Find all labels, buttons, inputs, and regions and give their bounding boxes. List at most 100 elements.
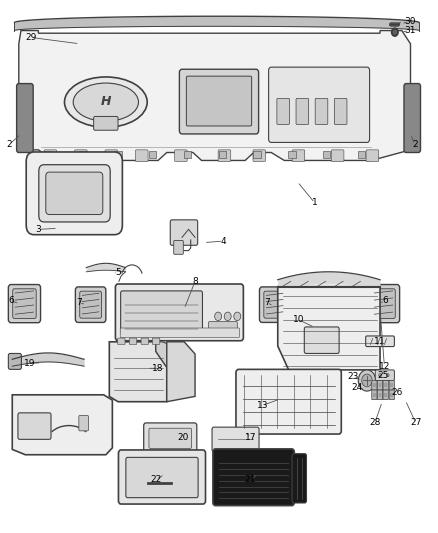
FancyBboxPatch shape	[264, 291, 286, 318]
FancyBboxPatch shape	[268, 67, 370, 142]
FancyBboxPatch shape	[366, 336, 394, 346]
FancyBboxPatch shape	[292, 150, 305, 161]
FancyBboxPatch shape	[120, 291, 202, 334]
FancyBboxPatch shape	[180, 69, 258, 134]
Circle shape	[358, 370, 376, 391]
Text: 31: 31	[404, 26, 415, 35]
FancyBboxPatch shape	[315, 99, 328, 124]
FancyBboxPatch shape	[277, 99, 290, 124]
FancyBboxPatch shape	[114, 151, 121, 158]
Text: 17: 17	[244, 433, 256, 442]
FancyBboxPatch shape	[323, 151, 330, 158]
FancyBboxPatch shape	[372, 390, 377, 400]
Text: 7: 7	[76, 298, 82, 307]
FancyBboxPatch shape	[118, 450, 205, 504]
FancyBboxPatch shape	[296, 99, 309, 124]
Text: 10: 10	[293, 315, 304, 324]
FancyBboxPatch shape	[149, 428, 191, 448]
Polygon shape	[19, 30, 410, 160]
FancyBboxPatch shape	[120, 328, 240, 337]
FancyBboxPatch shape	[213, 449, 294, 506]
FancyBboxPatch shape	[236, 369, 341, 434]
FancyBboxPatch shape	[358, 151, 365, 158]
FancyBboxPatch shape	[46, 172, 103, 215]
Text: 6: 6	[8, 296, 14, 305]
FancyBboxPatch shape	[117, 338, 125, 344]
FancyBboxPatch shape	[218, 150, 231, 161]
Text: 30: 30	[404, 17, 415, 26]
FancyBboxPatch shape	[184, 151, 191, 158]
Circle shape	[362, 374, 372, 387]
FancyBboxPatch shape	[18, 413, 51, 439]
Text: 19: 19	[24, 359, 35, 367]
Text: 26: 26	[391, 388, 402, 397]
Polygon shape	[156, 342, 173, 367]
FancyBboxPatch shape	[129, 338, 137, 344]
Text: 11: 11	[374, 337, 386, 346]
Text: 25: 25	[378, 370, 389, 379]
FancyBboxPatch shape	[375, 370, 394, 381]
Text: H: H	[101, 94, 111, 108]
FancyBboxPatch shape	[17, 84, 33, 152]
FancyBboxPatch shape	[208, 321, 237, 333]
FancyBboxPatch shape	[94, 116, 118, 130]
Text: 23: 23	[347, 372, 359, 381]
FancyBboxPatch shape	[39, 165, 110, 222]
FancyBboxPatch shape	[26, 152, 122, 235]
FancyBboxPatch shape	[372, 381, 377, 390]
Text: 21: 21	[245, 475, 256, 484]
Text: 4: 4	[221, 237, 226, 246]
Text: 13: 13	[257, 401, 268, 410]
FancyBboxPatch shape	[219, 151, 226, 158]
FancyBboxPatch shape	[259, 287, 290, 322]
FancyBboxPatch shape	[288, 151, 296, 158]
Text: 7: 7	[264, 298, 270, 307]
FancyBboxPatch shape	[144, 423, 197, 454]
Circle shape	[215, 312, 222, 320]
FancyBboxPatch shape	[404, 84, 420, 152]
FancyBboxPatch shape	[116, 284, 244, 341]
FancyBboxPatch shape	[366, 150, 379, 161]
Text: 8: 8	[192, 277, 198, 286]
FancyBboxPatch shape	[79, 416, 88, 431]
Circle shape	[393, 30, 396, 34]
FancyBboxPatch shape	[367, 285, 399, 322]
FancyBboxPatch shape	[389, 381, 394, 390]
FancyBboxPatch shape	[170, 220, 198, 245]
Polygon shape	[19, 86, 31, 150]
Polygon shape	[12, 395, 113, 455]
FancyBboxPatch shape	[383, 390, 389, 400]
Text: 28: 28	[369, 418, 381, 427]
Circle shape	[379, 374, 381, 377]
FancyBboxPatch shape	[389, 390, 394, 400]
FancyBboxPatch shape	[253, 150, 265, 161]
FancyBboxPatch shape	[45, 151, 52, 158]
FancyBboxPatch shape	[383, 381, 389, 390]
Circle shape	[391, 28, 398, 36]
Ellipse shape	[73, 83, 138, 121]
FancyBboxPatch shape	[334, 99, 347, 124]
Circle shape	[224, 312, 231, 320]
Circle shape	[234, 312, 241, 320]
Ellipse shape	[64, 77, 147, 127]
Text: 1: 1	[312, 198, 318, 207]
Text: 24: 24	[352, 383, 363, 392]
Text: 29: 29	[25, 33, 37, 42]
FancyBboxPatch shape	[331, 150, 344, 161]
Text: 27: 27	[410, 418, 421, 427]
FancyBboxPatch shape	[141, 338, 148, 344]
Text: 5: 5	[115, 268, 121, 277]
FancyBboxPatch shape	[378, 390, 383, 400]
FancyBboxPatch shape	[13, 289, 36, 318]
FancyBboxPatch shape	[253, 151, 261, 158]
Text: 2: 2	[412, 140, 418, 149]
FancyBboxPatch shape	[74, 150, 87, 161]
FancyBboxPatch shape	[80, 291, 102, 318]
FancyBboxPatch shape	[378, 381, 383, 390]
FancyBboxPatch shape	[126, 457, 198, 498]
FancyBboxPatch shape	[292, 454, 307, 503]
Text: 6: 6	[382, 296, 388, 305]
FancyBboxPatch shape	[105, 150, 117, 161]
FancyBboxPatch shape	[149, 151, 156, 158]
Text: 20: 20	[178, 433, 189, 442]
